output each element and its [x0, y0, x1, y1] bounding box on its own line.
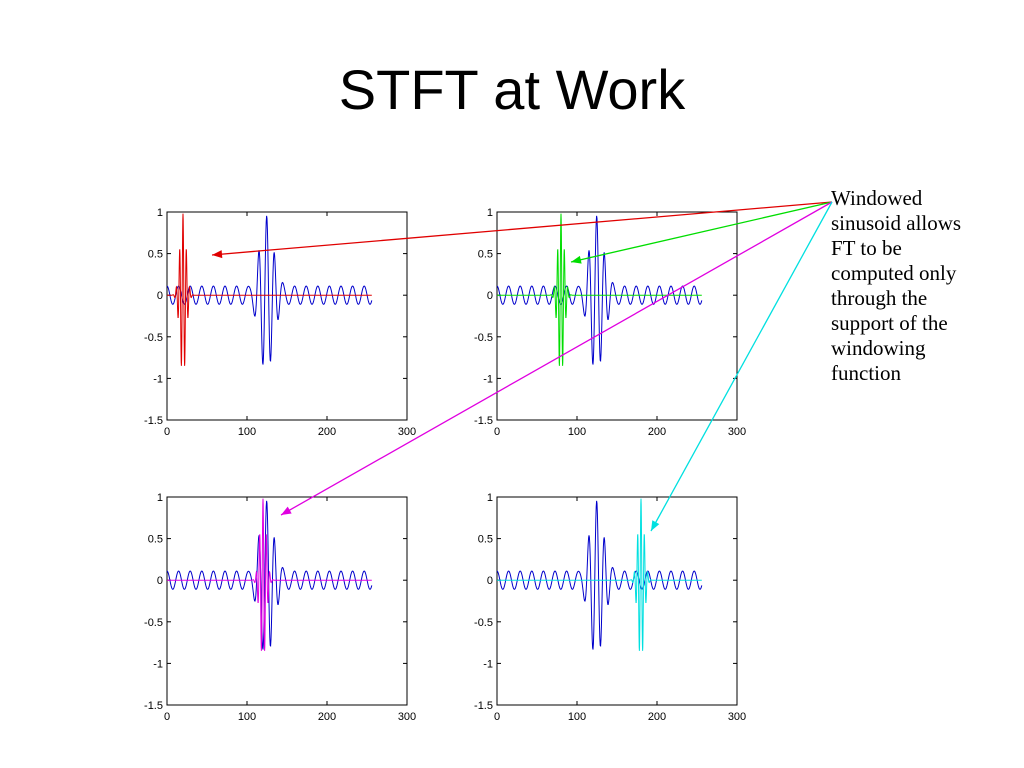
y-tick-label: 1	[157, 207, 163, 219]
axes-box	[496, 496, 738, 706]
x-tick-label: 200	[648, 426, 666, 438]
y-tick-label: -1	[483, 658, 493, 670]
arrowhead-icon	[651, 520, 660, 531]
annotation-arrow-1	[211, 201, 833, 259]
y-tick-label: -1.5	[474, 700, 493, 712]
x-tick-label: 200	[318, 711, 336, 723]
slide-title: STFT at Work	[338, 58, 686, 121]
y-tick-label: -1	[153, 373, 163, 385]
x-tick-label: 0	[494, 711, 500, 723]
x-tick-label: 200	[318, 426, 336, 438]
axes-box	[166, 496, 408, 706]
y-tick-label: 1	[157, 492, 163, 504]
annotation-line: FT to be	[831, 236, 902, 260]
signal-series-line	[496, 215, 703, 365]
y-tick-label: -1.5	[474, 415, 493, 427]
annotation-line: sinusoid allows	[831, 211, 962, 235]
y-tick-label: 0	[487, 290, 493, 302]
y-tick-label: 0	[157, 575, 163, 587]
annotation-line: support of the	[831, 311, 948, 335]
x-tick-label: 100	[568, 426, 586, 438]
arrowhead-icon	[212, 250, 223, 259]
y-tick-label: -1	[483, 373, 493, 385]
axes-box	[166, 211, 408, 421]
x-tick-label: 0	[164, 426, 170, 438]
y-tick-label: 1	[487, 492, 493, 504]
y-tick-label: -0.5	[144, 617, 163, 629]
y-tick-label: -1.5	[144, 700, 163, 712]
x-tick-label: 100	[238, 711, 256, 723]
x-tick-label: 300	[398, 711, 416, 723]
x-tick-label: 100	[568, 711, 586, 723]
x-tick-label: 0	[164, 711, 170, 723]
x-tick-label: 300	[728, 711, 746, 723]
annotation-line: computed only	[831, 261, 957, 285]
annotation-line: Windowed	[831, 186, 923, 210]
x-tick-label: 300	[398, 426, 416, 438]
axes-box	[496, 211, 738, 421]
annotation-line: through the	[831, 286, 928, 310]
y-tick-label: -1	[153, 658, 163, 670]
y-tick-label: -1.5	[144, 415, 163, 427]
y-tick-label: -0.5	[144, 332, 163, 344]
y-tick-label: 0	[487, 575, 493, 587]
arrow-line	[211, 201, 833, 256]
arrow-line	[280, 201, 833, 516]
y-tick-label: 0.5	[148, 249, 163, 261]
y-tick-label: 0	[157, 290, 163, 302]
arrow-line	[650, 201, 833, 532]
x-tick-label: 300	[728, 426, 746, 438]
signal-series-line	[166, 215, 373, 365]
y-tick-label: 0.5	[148, 534, 163, 546]
y-tick-label: 0.5	[478, 249, 493, 261]
y-tick-label: -0.5	[474, 332, 493, 344]
y-tick-label: -0.5	[474, 617, 493, 629]
arrowhead-icon	[571, 255, 582, 264]
annotation-line: function	[831, 361, 901, 385]
subplot-2: 10.50-0.5-1-1.50 100 200 300	[474, 207, 746, 438]
windowed-series-line	[167, 213, 372, 366]
annotation-arrow-2	[570, 201, 833, 264]
subplot-4: 10.50-0.5-1-1.50 100 200 300	[474, 492, 746, 723]
x-tick-label: 200	[648, 711, 666, 723]
y-tick-label: 0.5	[478, 534, 493, 546]
signal-series-line	[496, 500, 703, 650]
arrowhead-icon	[281, 506, 292, 515]
annotation-line: windowing	[831, 336, 926, 360]
annotation-arrow-3	[280, 201, 833, 516]
signal-series-line	[166, 500, 373, 650]
annotation-arrow-4	[650, 201, 833, 532]
x-tick-label: 100	[238, 426, 256, 438]
windowed-series-line	[497, 498, 702, 651]
y-tick-label: 1	[487, 207, 493, 219]
annotation-text: Windowed sinusoid allows FT to be comput…	[831, 186, 1021, 386]
subplot-3: 10.50-0.5-1-1.50 100 200 300	[144, 492, 416, 723]
arrow-line	[570, 201, 833, 263]
x-tick-label: 0	[494, 426, 500, 438]
windowed-series-line	[167, 498, 372, 651]
subplot-1: 10.50-0.5-1-1.50 100 200 300	[144, 207, 416, 438]
